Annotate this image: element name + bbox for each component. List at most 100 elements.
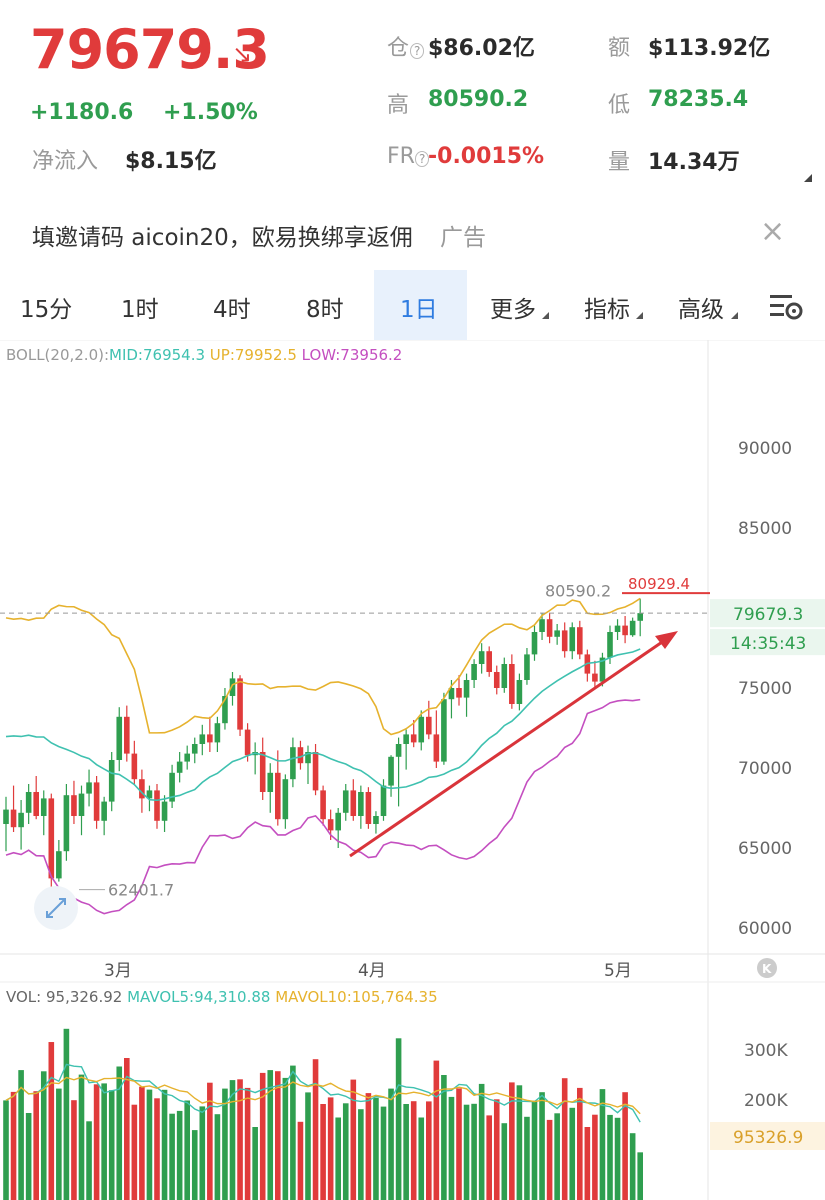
volume-bar	[637, 1152, 643, 1200]
boll-mid-line	[5, 648, 641, 802]
candle	[448, 688, 455, 700]
candle	[380, 785, 387, 816]
volume-bar	[10, 1091, 17, 1200]
volume-bar	[448, 1096, 455, 1200]
candle	[539, 619, 545, 632]
volume-bar	[426, 1101, 432, 1200]
volume-bar	[63, 1028, 70, 1200]
candle	[3, 809, 9, 824]
funding-rate-value: -0.0015%	[428, 144, 545, 169]
candle	[154, 790, 160, 821]
candle	[139, 779, 145, 799]
candle	[433, 734, 440, 762]
candle	[531, 632, 538, 655]
scroll-to-latest-button[interactable]	[757, 958, 777, 978]
tab-indicators[interactable]: 指标	[584, 297, 630, 323]
candle	[71, 795, 77, 816]
tab-1h[interactable]: 1时	[121, 297, 159, 323]
volume-bar	[56, 1088, 62, 1200]
candle	[426, 716, 432, 735]
volume-bar	[501, 1123, 508, 1200]
tab-4h[interactable]: 4时	[213, 297, 251, 323]
volume-bar	[222, 1088, 228, 1200]
net-inflow-value: $8.15亿	[125, 149, 217, 174]
candle	[56, 851, 62, 879]
mavol10-line	[5, 1076, 641, 1115]
last-price-tag-label: 79679.3	[733, 605, 803, 625]
candle	[629, 620, 636, 636]
candle	[614, 625, 621, 632]
volume-bar	[48, 1042, 55, 1200]
advanced-dropdown-icon	[731, 312, 738, 319]
candle	[463, 680, 470, 698]
candle	[365, 792, 372, 824]
volume-bar	[259, 1072, 266, 1200]
tab-8h[interactable]: 8时	[306, 297, 344, 323]
last-price: 79679.3	[30, 18, 270, 81]
trend-arrow-icon: ↘	[232, 40, 253, 68]
tab-advanced[interactable]: 高级	[678, 297, 724, 323]
y-tick-label: 90000	[738, 439, 792, 459]
volume-bar	[509, 1082, 515, 1200]
volume-bar	[592, 1114, 598, 1200]
expand-icon	[46, 898, 66, 918]
price-change-pct: +1.50%	[163, 100, 258, 125]
volume-bar	[342, 1103, 349, 1200]
countdown-label: 14:35:43	[730, 634, 806, 654]
volume-bar	[244, 1087, 251, 1200]
volume-bar	[350, 1079, 357, 1200]
candle	[471, 664, 477, 680]
help-icon[interactable]: ?	[414, 151, 430, 167]
expand-corner-icon[interactable]	[804, 174, 812, 182]
volume-bar	[33, 1091, 39, 1200]
volume-bar	[214, 1114, 221, 1200]
volume-bar	[199, 1106, 206, 1200]
active-tab-highlight	[374, 270, 467, 340]
volume-bar	[577, 1087, 583, 1200]
vol-value: VOL: 95,326.92	[6, 988, 127, 1006]
candle	[131, 753, 138, 780]
volume-bar	[237, 1079, 243, 1200]
help-icon[interactable]: ?	[410, 43, 425, 59]
volume-bar	[18, 1070, 24, 1200]
volume-bar	[176, 1110, 183, 1200]
chart-settings-icon[interactable]	[768, 292, 804, 322]
tab-more[interactable]: 更多	[490, 297, 536, 323]
price-chart[interactable]: BOLL(20,2.0):MID:76954.3 UP:79952.5 LOW:…	[0, 340, 825, 1200]
volume-bar	[607, 1114, 613, 1200]
candle	[18, 812, 24, 828]
x-tick-label: 5月	[604, 961, 632, 981]
x-tick-label: 3月	[104, 961, 132, 981]
volume-bar	[93, 1084, 100, 1200]
candle	[592, 673, 598, 682]
volume-bar	[463, 1104, 470, 1200]
high-value: 80590.2	[428, 87, 529, 112]
candle	[169, 772, 175, 802]
candle	[33, 792, 39, 816]
candle	[524, 654, 530, 680]
open-interest-value: $86.02亿	[428, 36, 535, 61]
volume-bar	[456, 1088, 462, 1200]
close-icon[interactable]: ×	[760, 214, 786, 249]
volume-bar	[531, 1100, 538, 1200]
amount-label: 额	[608, 36, 631, 61]
volume-bar	[108, 1090, 115, 1200]
volume-bar	[252, 1127, 258, 1200]
candle	[78, 793, 85, 816]
volume-bar	[101, 1083, 107, 1200]
candle	[222, 696, 228, 724]
trend-arrow-line	[349, 636, 669, 858]
promo-banner-text[interactable]: 填邀请码 aicoin20，欧易换绑享返佣	[32, 225, 413, 251]
vol-y-tick-label: 200K	[744, 1091, 788, 1111]
volume-bar	[267, 1070, 274, 1200]
tab-15m[interactable]: 15分	[20, 297, 73, 323]
candle	[184, 753, 190, 762]
volume-bar	[614, 1117, 621, 1200]
tab-1d[interactable]: 1日	[400, 297, 438, 323]
candle	[418, 716, 425, 743]
mavol10: MAVOL10:105,764.35	[275, 988, 437, 1006]
candle	[25, 792, 32, 813]
candle	[259, 752, 266, 792]
candle	[350, 790, 357, 816]
candle	[297, 747, 304, 764]
